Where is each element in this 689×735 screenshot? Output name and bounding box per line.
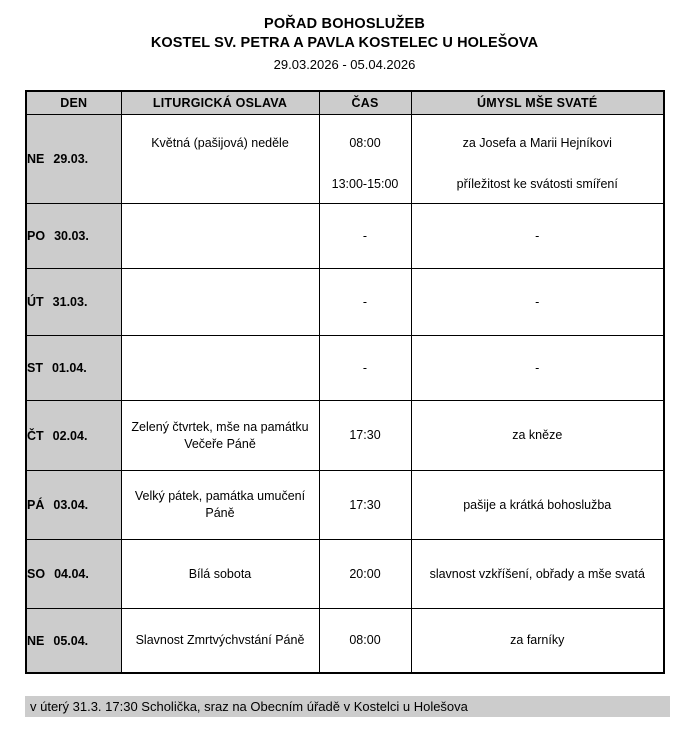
day-cell: ST 01.04. xyxy=(25,335,122,401)
intention-split: za Josefa a Marii Hejníkovi příležitost … xyxy=(412,115,664,203)
table-row: ČT 02.04. Zelený čtvrtek, mše na památku … xyxy=(25,400,665,471)
day-of-week: PO xyxy=(27,229,46,243)
liturgy-text: Květná (pašijová) neděle xyxy=(151,136,289,150)
liturgy-cell: Květná (pašijová) neděle xyxy=(120,114,320,204)
time-cell: - xyxy=(318,203,412,269)
day-date: 02.04. xyxy=(52,428,88,443)
page-title: POŘAD BOHOSLUŽEB xyxy=(263,16,426,32)
column-header-day: DEN xyxy=(25,90,122,115)
day-cell: NE 05.04. xyxy=(25,608,122,674)
intention-cell: za farníky xyxy=(410,608,665,674)
day-cell: ÚT 31.03. xyxy=(25,268,122,336)
day-cell: PÁ 03.04. xyxy=(25,470,122,540)
day-of-week: SO xyxy=(27,567,46,581)
day-date: 03.04. xyxy=(53,498,89,512)
time-cell: - xyxy=(318,268,412,336)
time-cell: 20:00 xyxy=(318,539,412,609)
day-of-week: NE xyxy=(27,152,45,166)
day-date: 30.03. xyxy=(54,229,89,243)
liturgy-text-secondary xyxy=(122,193,319,203)
column-header-time: ČAS xyxy=(318,90,412,115)
liturgy-cell: Velký pátek, památka umučení Páně xyxy=(120,470,320,540)
table-row: PO 30.03. - - xyxy=(25,203,665,269)
day-date: 04.04. xyxy=(54,567,89,581)
footer-note: v úterý 31.3. 17:30 Scholička, sraz na O… xyxy=(25,696,670,717)
day-date: 05.04. xyxy=(53,633,89,648)
liturgy-cell: Slavnost Zmrtvýchvstání Páně xyxy=(120,608,320,674)
table-row: ÚT 31.03. - - xyxy=(25,268,665,336)
day-of-week: ÚT xyxy=(27,295,44,309)
intention-cell: - xyxy=(410,203,665,269)
day-cell: SO 04.04. xyxy=(25,539,122,609)
table-row: SO 04.04. Bílá sobota 20:00 slavnost vzkř… xyxy=(25,539,665,609)
table-row: ST 01.04. - - xyxy=(25,335,665,401)
intention-cell: pašije a krátká bohoslužba xyxy=(410,470,665,540)
intention-cell: - xyxy=(410,268,665,336)
time-split: 08:00 13:00-15:00 xyxy=(320,115,411,203)
time-text-secondary: 13:00-15:00 xyxy=(331,177,399,191)
intention-text: za Josefa a Marii Hejníkovi xyxy=(462,136,612,150)
table-row: NE 29.03. Květná (pašijová) neděle 08:00 … xyxy=(25,114,665,204)
liturgy-split: Květná (pašijová) neděle xyxy=(122,115,319,203)
liturgy-cell xyxy=(120,268,320,336)
time-cell: - xyxy=(318,335,412,401)
column-header-liturgy: LITURGICKÁ OSLAVA xyxy=(120,90,320,115)
table-header: DEN LITURGICKÁ OSLAVA ČAS ÚMYSL MŠE SVAT… xyxy=(25,90,665,115)
intention-cell: slavnost vzkříšení, obřady a mše svatá xyxy=(410,539,665,609)
table-row: PÁ 03.04. Velký pátek, památka umučení Pá… xyxy=(25,470,665,540)
schedule-table-container: DEN LITURGICKÁ OSLAVA ČAS ÚMYSL MŠE SVAT… xyxy=(25,90,665,674)
schedule-table: DEN LITURGICKÁ OSLAVA ČAS ÚMYSL MŠE SVAT… xyxy=(25,90,665,674)
liturgy-cell: Bílá sobota xyxy=(120,539,320,609)
intention-cell: - xyxy=(410,335,665,401)
day-cell: PO 30.03. xyxy=(25,203,122,269)
time-cell: 08:00 xyxy=(318,608,412,674)
day-cell: ČT 02.04. xyxy=(25,400,122,471)
table-header-row: DEN LITURGICKÁ OSLAVA ČAS ÚMYSL MŠE SVAT… xyxy=(25,90,665,115)
time-cell: 08:00 13:00-15:00 xyxy=(318,114,412,204)
day-of-week: PÁ xyxy=(27,498,45,512)
table-body: NE 29.03. Květná (pašijová) neděle 08:00 … xyxy=(25,114,665,674)
day-of-week: ST xyxy=(27,361,43,375)
liturgy-cell xyxy=(120,203,320,269)
day-cell: NE 29.03. xyxy=(25,114,122,204)
column-header-intention: ÚMYSL MŠE SVATÉ xyxy=(410,90,665,115)
liturgy-cell xyxy=(120,335,320,401)
intention-cell: za Josefa a Marii Hejníkovi příležitost … xyxy=(410,114,665,204)
day-date: 29.03. xyxy=(53,152,89,166)
table-row: NE 05.04. Slavnost Zmrtvýchvstání Páně 08… xyxy=(25,608,665,674)
day-of-week: NE xyxy=(27,633,45,648)
church-name: KOSTEL SV. PETRA A PAVLA KOSTELEC U HOLE… xyxy=(150,35,539,51)
day-of-week: ČT xyxy=(27,428,44,443)
day-date: 31.03. xyxy=(52,295,88,309)
intention-text-secondary: příležitost ke svátosti smíření xyxy=(456,177,618,191)
liturgy-cell: Zelený čtvrtek, mše na památku Večeře Pá… xyxy=(120,400,320,471)
time-cell: 17:30 xyxy=(318,470,412,540)
time-text: 08:00 xyxy=(349,136,381,150)
time-cell: 17:30 xyxy=(318,400,412,471)
day-date: 01.04. xyxy=(51,361,87,375)
date-range: 29.03.2026 - 05.04.2026 xyxy=(273,57,416,72)
intention-cell: za kněze xyxy=(410,400,665,471)
title-block: POŘAD BOHOSLUŽEB KOSTEL SV. PETRA A PAVL… xyxy=(0,0,689,75)
